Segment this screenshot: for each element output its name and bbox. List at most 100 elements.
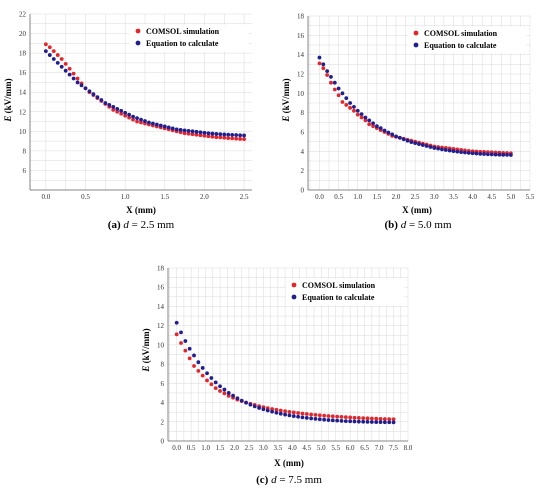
equation-point [244, 400, 248, 405]
simulation-point [329, 80, 333, 85]
x-tick-label: 2.0 [200, 193, 209, 201]
equation-point [214, 131, 219, 136]
equation-point [257, 406, 261, 410]
equation-point [409, 140, 414, 145]
equation-point [196, 360, 201, 365]
simulation-point [210, 134, 215, 139]
equation-point [505, 153, 509, 157]
y-tick-label: 18 [19, 50, 27, 58]
y-axis-title: E (kV/mm) [3, 78, 13, 122]
equation-point [355, 108, 360, 113]
x-tick-label: 7.0 [375, 444, 384, 452]
x-tick-label: 4.5 [487, 193, 496, 201]
equation-point [501, 152, 506, 157]
simulation-point [325, 73, 330, 77]
simulation-point [343, 415, 348, 420]
y-axis-unit: (kV/mm) [3, 78, 13, 115]
equation-point [317, 417, 322, 422]
x-tick-label: 2.5 [245, 444, 254, 452]
y-axis-unit: (kV/mm) [281, 78, 291, 115]
equation-point [283, 412, 288, 417]
legend-label: Equation to calculate [302, 293, 375, 302]
x-tick-label: 1.0 [201, 444, 210, 452]
legend-marker-equation [413, 42, 419, 48]
simulation-point [348, 105, 353, 110]
equation-point [274, 410, 279, 415]
equation-point [186, 128, 191, 133]
y-tick-label: 18 [297, 13, 305, 21]
equation-point [194, 129, 199, 134]
y-tick-label: 16 [157, 284, 165, 292]
equation-point [83, 86, 88, 91]
equation-point [367, 118, 372, 123]
x-tick-label: 5.0 [506, 193, 515, 201]
simulation-point [135, 119, 139, 124]
equation-point [115, 106, 120, 111]
equation-point [43, 49, 48, 54]
simulation-point [332, 87, 337, 92]
equation-point [235, 396, 240, 401]
equation-point [242, 133, 246, 138]
simulation-point [274, 407, 279, 412]
equation-point [371, 121, 375, 126]
equation-point [222, 387, 227, 392]
equation-point [239, 398, 244, 403]
x-tick-label: 1.0 [353, 193, 362, 201]
simulation-point [59, 57, 64, 61]
simulation-point [205, 378, 209, 383]
simulation-point [242, 137, 246, 142]
caption-variable: d [271, 474, 277, 486]
simulation-point [361, 416, 366, 421]
equation-point [230, 132, 235, 137]
x-tick-label: 4.0 [288, 444, 297, 452]
y-tick-label: 10 [19, 128, 27, 136]
equation-point [330, 418, 335, 423]
y-tick-label: 0 [161, 438, 165, 446]
simulation-point [218, 389, 222, 393]
simulation-point [359, 115, 364, 120]
equation-point [270, 409, 274, 414]
simulation-point [192, 364, 196, 368]
caption-label: (b) [384, 219, 398, 231]
simulation-point [47, 45, 52, 50]
simulation-point [187, 356, 192, 361]
y-tick-label: 10 [157, 341, 165, 349]
equation-point [391, 420, 396, 425]
x-tick-label: 0.0 [315, 193, 324, 201]
simulation-point [222, 135, 227, 140]
simulation-point [352, 108, 356, 113]
equation-point [291, 414, 296, 419]
panel-c: 0.0 0.5 1.0 1.5 2.0 2.5 3.0 3.5 4.0 4.5 5.0 5.5 6.0 6… [141, 265, 413, 487]
simulation-point [226, 393, 231, 398]
equation-point [474, 151, 479, 156]
equation-point [174, 320, 179, 325]
simulation-point [179, 341, 183, 345]
equation-point [95, 95, 100, 100]
simulation-point [369, 416, 374, 421]
simulation-point [238, 137, 243, 141]
y-tick-label: 12 [157, 322, 165, 330]
simulation-point [382, 417, 387, 421]
legend-marker-simulation [413, 30, 419, 36]
panel-caption: (a) d = 2.5 mm [108, 219, 175, 231]
caption-variable: d [123, 219, 129, 231]
equation-point [394, 134, 398, 139]
x-tick-label: 6.5 [360, 444, 369, 452]
x-axis-title: X (mm) [274, 458, 304, 468]
equation-point [55, 60, 60, 65]
equation-point [332, 80, 337, 85]
y-tick-label: 2 [301, 167, 305, 175]
equation-point [440, 147, 444, 152]
simulation-point [67, 66, 72, 71]
x-tick-label: 4.0 [468, 193, 477, 201]
simulation-point [194, 132, 199, 137]
simulation-point [330, 414, 335, 419]
y-tick-label: 6 [301, 129, 305, 137]
simulation-point [340, 100, 345, 104]
simulation-point [344, 103, 349, 107]
equation-point [365, 419, 370, 424]
legend-label: Equation to calculate [424, 41, 497, 50]
equation-point [424, 144, 429, 148]
caption-variable: d [401, 219, 407, 231]
simulation-point [214, 135, 219, 140]
